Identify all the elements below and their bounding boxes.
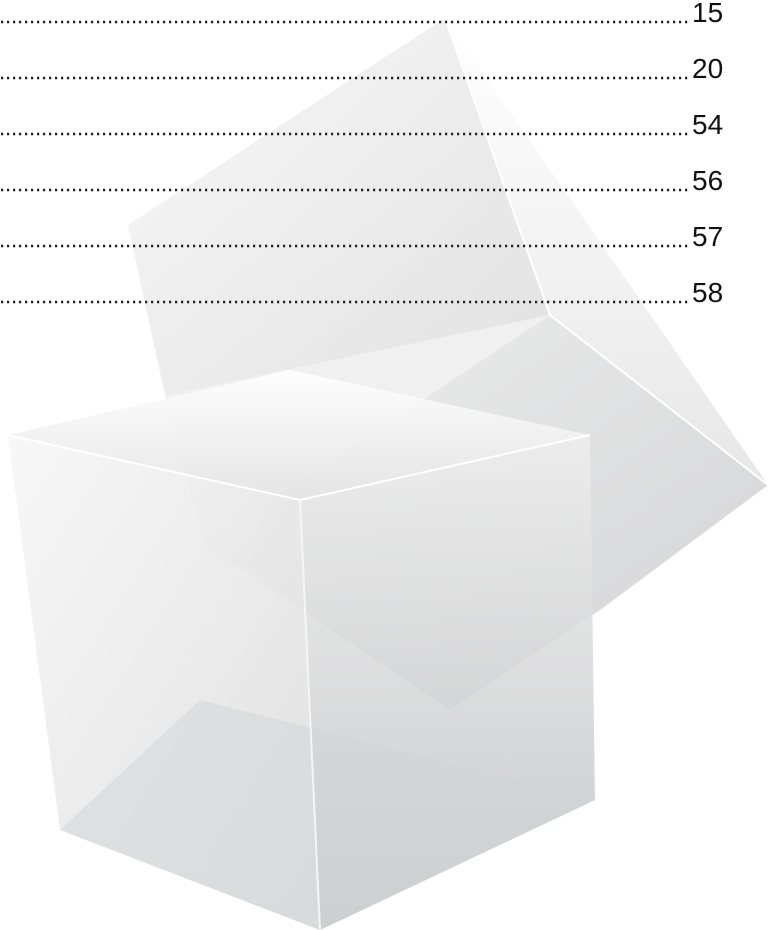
page-number: 54 (692, 109, 723, 140)
page-number: 58 (692, 277, 723, 308)
page-number: 15 (692, 0, 723, 28)
page: {"toc": {"entries": [{"page": 15}, {"pag… (0, 0, 768, 930)
page-number: 20 (692, 53, 723, 84)
document-page: 15 20 54 56 57 58 (0, 0, 768, 930)
glass-cubes-illustration (8, 18, 768, 930)
page-number: 57 (692, 221, 723, 252)
page-number: 56 (692, 165, 723, 196)
toc-entry: 15 (1, 0, 723, 28)
